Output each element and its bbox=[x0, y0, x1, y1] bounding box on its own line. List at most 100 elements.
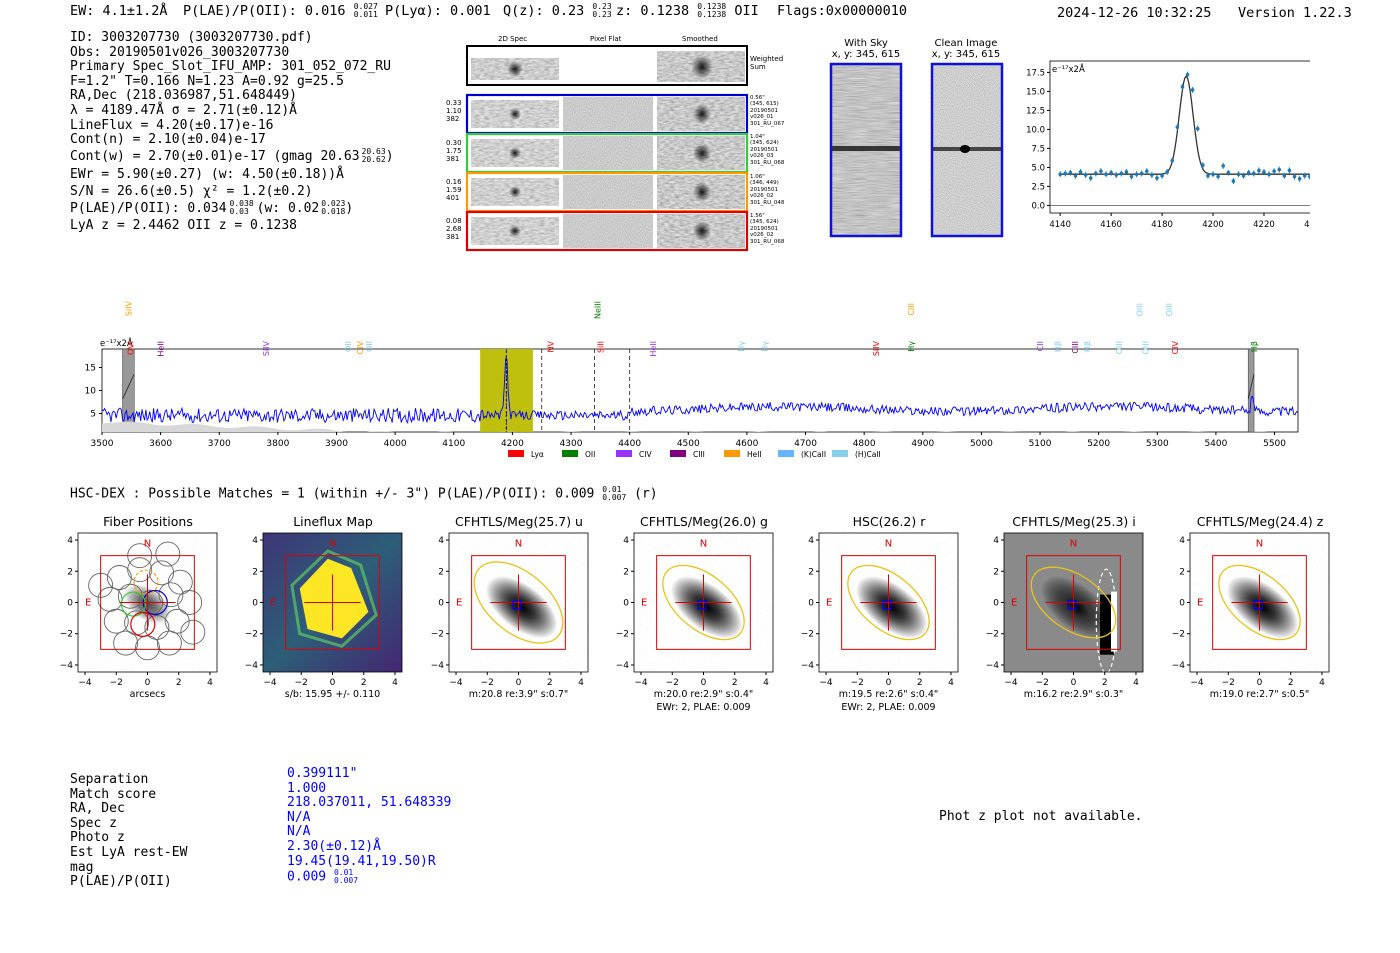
zoom-y-tick-label: 5.0 bbox=[1031, 163, 1045, 173]
match-marker bbox=[1067, 600, 1077, 610]
stamp-caption: s/b: 15.95 +/- 0.110 bbox=[285, 689, 380, 700]
spectrum-legend-label: (H)CaII bbox=[855, 450, 881, 459]
header-qz-hi: 0.23 bbox=[592, 2, 612, 11]
cutout-row-3-right: 1.06" (346, 449) 20190501 v026_02 301_RU_048 bbox=[750, 174, 785, 206]
zoom-y-tick-label: 17.5 bbox=[1026, 68, 1045, 78]
stamp-title: CFHTLS/Meg(24.4) z bbox=[1196, 514, 1324, 529]
spectrum-y-tick-label: 10 bbox=[85, 387, 97, 397]
zoom-data-point bbox=[1114, 173, 1119, 177]
stamp-y-tick-label: 2 bbox=[808, 567, 814, 577]
zoom-x-tick-label: 4160 bbox=[1100, 220, 1122, 230]
info-params: F=1.2" T=0.166 N=1.23 A=0.92 g=25.5 bbox=[70, 73, 344, 89]
cutout-2d-spec-source bbox=[509, 147, 521, 159]
spectrum-x-tick-label: 5100 bbox=[1029, 439, 1052, 449]
zoom-data-point bbox=[1170, 158, 1175, 163]
spectrum-line-label: NeIII bbox=[593, 301, 602, 319]
spectrum-line-label: OII bbox=[344, 341, 353, 352]
north-label: N bbox=[329, 538, 336, 549]
stamp-x-tick-label: 2 bbox=[361, 678, 367, 688]
cutout-row-4-right: 1.56" (345, 624) 20190501 v026_02 301_RU_068 bbox=[750, 213, 785, 245]
search-box bbox=[1026, 555, 1121, 650]
spectrum-x-tick-label: 4400 bbox=[618, 439, 641, 449]
spectrum-legend-label: CIII bbox=[693, 450, 705, 459]
header-plae: P(LAE)/P(OII): 0.016 0.027 0.011 bbox=[183, 3, 378, 20]
zoom-data-point bbox=[1236, 172, 1241, 177]
spectrum-line-label: OII bbox=[365, 341, 374, 352]
match-marker bbox=[882, 600, 892, 610]
spectrum-x-tick-label: 4300 bbox=[560, 439, 583, 449]
cutout-pixel-flat bbox=[563, 175, 653, 209]
stamp-galaxy: N E −4 −4 −2 −2 0 0 2 2 4 4 m:20.0 re:2.9" s:0.4" EWr… bbox=[616, 532, 774, 713]
spectrum-x-tick-label: 5500 bbox=[1263, 439, 1286, 449]
stamp-y-tick-label: −2 bbox=[616, 630, 629, 640]
stamp-x-tick-label: −2 bbox=[851, 678, 864, 688]
north-label: N bbox=[515, 538, 522, 549]
spectrum-legend-swatch bbox=[562, 450, 578, 457]
info-gmag-hi: 20.63 bbox=[361, 147, 386, 157]
zoom-data-point bbox=[1221, 164, 1226, 168]
north-label: N bbox=[885, 538, 892, 549]
stamp-x-tick-label: −2 bbox=[1222, 678, 1235, 688]
full-spectrum-plot: 5 10 15 3500 3600 3700 3800 3900 4000 4100 4200 430… bbox=[85, 300, 1299, 459]
zoom-x-tick-label: 4220 bbox=[1253, 220, 1275, 230]
lineflux-peak-region bbox=[299, 558, 369, 639]
cutout-header-smoothed: Smoothed bbox=[682, 35, 718, 43]
cutout-smoothed-source bbox=[693, 182, 711, 202]
cutout-2d-spec-source bbox=[509, 225, 521, 237]
search-box bbox=[841, 555, 936, 650]
spectrum-legend-label: CIV bbox=[639, 450, 652, 459]
spectrum-x-tick-label: 5000 bbox=[970, 439, 993, 449]
zoom-data-point bbox=[1083, 173, 1088, 177]
spectrum-line-label: SiIV bbox=[124, 300, 133, 316]
stamp-galaxy: N E −4 −4 −2 −2 0 0 2 2 4 4 m:19.0 re:2.7" s:0.5" bbox=[1172, 532, 1330, 700]
spectrum-x-tick-label: 4200 bbox=[501, 439, 524, 449]
header-ew: EW: 4.1±1.2Å bbox=[70, 3, 168, 19]
spectrum-legend-label: HeII bbox=[747, 450, 762, 459]
zoom-data-point bbox=[1195, 126, 1200, 131]
zoom-fit-plot: 0.0 2.5 5.0 7.5 10.0 12.5 15.0 17.5 4140 4160 4180… bbox=[1026, 60, 1310, 230]
zoom-data-point bbox=[1160, 173, 1164, 178]
match-plae-lo: 0.007 bbox=[333, 876, 359, 886]
cutout-panels bbox=[465, 45, 749, 252]
stamp-x-tick-label: 2 bbox=[176, 678, 182, 688]
stamp-y-tick-label: 4 bbox=[438, 536, 444, 546]
cutout-pixel-flat bbox=[563, 97, 653, 131]
stamp-y-tick-label: 4 bbox=[252, 536, 258, 546]
stamp-y-tick-label: −4 bbox=[245, 661, 259, 671]
spectrum-y-tick-label: 15 bbox=[85, 363, 96, 373]
cutout-row bbox=[465, 210, 749, 252]
zoom-data-point bbox=[1134, 172, 1139, 177]
stamp-x-tick-label: 0 bbox=[1257, 678, 1263, 688]
stamp-caption: m:19.5 re:2.6" s:0.4" bbox=[839, 689, 939, 700]
zoom-data-point bbox=[1088, 176, 1093, 180]
spectrum-x-tick-label: 4100 bbox=[442, 439, 465, 449]
stamp-y-tick-label: −2 bbox=[986, 630, 999, 640]
match-label-photoz: Photo z bbox=[70, 830, 125, 846]
cutout-row-2-left: 0.30 1.75 381 bbox=[446, 139, 462, 163]
info-cont-w: Cont(w) = 2.70(±0.01)e-17 (gmag 20.63 20.… bbox=[70, 147, 394, 165]
stamp-y-tick-label: 0 bbox=[1179, 599, 1185, 609]
stamp-x-tick-label: −4 bbox=[819, 678, 833, 688]
match-table-values: 0.399111" 1.000 218.037011, 51.648339 N/… bbox=[287, 766, 451, 886]
stamp-y-tick-label: 2 bbox=[67, 567, 73, 577]
cutout-pixel-flat bbox=[563, 214, 653, 248]
info-plae-w-lo: 0.018 bbox=[321, 207, 346, 217]
aperture-ellipse bbox=[662, 564, 745, 641]
spectrum-line-label: CII bbox=[1036, 341, 1045, 351]
stamp-y-tick-label: 0 bbox=[252, 599, 258, 609]
zoom-data-point bbox=[1277, 167, 1282, 172]
spectrum-x-tick-label: 3800 bbox=[266, 439, 289, 449]
fiber-circle bbox=[177, 590, 203, 615]
zoom-x-tick-label: 4140 bbox=[1049, 220, 1071, 230]
cutout-smoothed-source bbox=[693, 143, 711, 163]
stamp-y-tick-label: −4 bbox=[60, 661, 74, 671]
stamp-x-tick-label: 4 bbox=[207, 678, 213, 688]
header-flags: Flags:0x00000010 bbox=[777, 3, 908, 19]
weighted-sum-cutout bbox=[466, 45, 748, 86]
aperture-ellipse bbox=[847, 564, 930, 641]
stamp-x-tick-label: −2 bbox=[666, 678, 679, 688]
clean-image-title: Clean Image x, y: 345, 615 bbox=[931, 38, 1001, 60]
header-z-lo: 0.1238 bbox=[697, 10, 727, 19]
match-label-score: Match score bbox=[70, 786, 157, 802]
info-wavelength: λ = 4189.47Å σ = 2.71(±0.12)Å bbox=[70, 102, 297, 118]
